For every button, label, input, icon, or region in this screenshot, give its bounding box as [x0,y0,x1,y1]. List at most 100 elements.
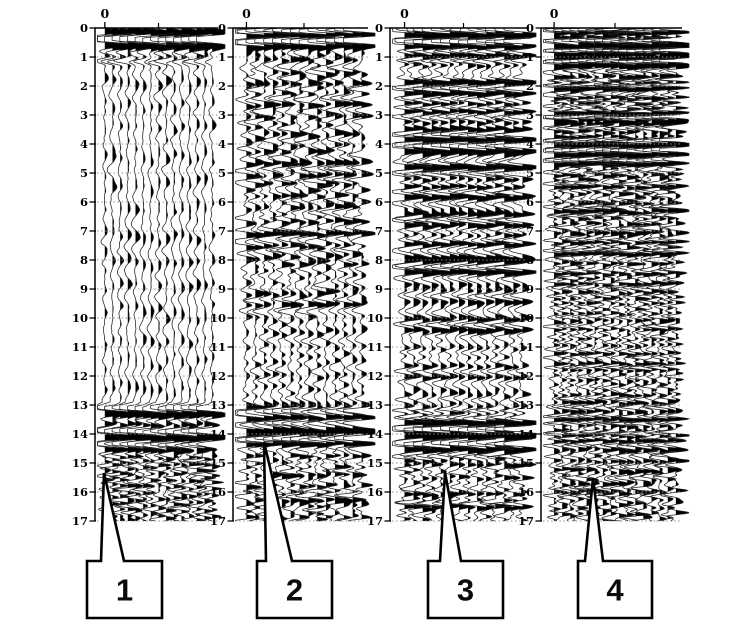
trace-line [650,28,686,522]
trace-group [235,27,376,522]
trace-line [421,28,460,522]
trace-line [195,27,226,522]
y-tick-label: 15 [518,456,534,470]
trace-fill [112,28,129,521]
y-tick-label: 12 [210,369,226,383]
y-tick-label: 4 [375,137,383,151]
y-tick-label: 13 [518,398,534,412]
trace-fill [361,28,375,521]
trace-line [263,27,301,522]
callout-label: 2 [286,573,303,608]
y-tick-label: 8 [375,253,383,267]
y-tick-label: 17 [367,514,383,528]
y-tick-label: 3 [218,108,226,122]
y-tick-label: 8 [80,253,88,267]
y-tick-label: 0 [80,21,88,35]
y-tick-label: 17 [210,514,226,528]
callout-2: 2 [255,441,334,620]
gridline-group [235,56,368,522]
y-tick-label: 5 [80,166,88,180]
trace-fill [317,28,336,521]
y-tick-label: 4 [80,137,88,151]
trace-line [394,27,433,522]
trace-fill [308,28,327,521]
callout-pointer [85,472,164,620]
trace-fill [196,28,213,521]
y-tick-label: 9 [526,282,534,296]
y-tick-label: 2 [218,79,226,93]
y-tick-label: 1 [375,50,383,64]
trace-line [298,27,336,522]
y-tick-label: 6 [526,195,534,209]
y-tick-label: 7 [375,224,383,238]
trace-line [281,27,319,522]
trace-group [97,27,226,522]
y-tick-label: 6 [375,195,383,209]
y-tick-label: 3 [375,108,383,122]
trace-line [634,28,670,522]
y-tick-label: 11 [210,340,226,354]
y-tick-label: 1 [80,50,88,64]
y-tick-label: 7 [526,224,534,238]
trace-fill [352,28,371,521]
y-tick-label: 9 [375,282,383,296]
trace-fill [166,28,182,521]
trace-line [658,28,691,522]
y-tick-label: 14 [367,427,383,441]
y-tick-label: 0 [218,21,226,35]
y-tick-label: 4 [526,137,534,151]
y-tick-label: 5 [526,166,534,180]
y-tick-label: 15 [367,456,383,470]
y-tick-label: 10 [367,311,383,325]
y-tick-label: 10 [210,311,226,325]
trace-fill [264,28,283,521]
trace-fill [299,28,318,521]
callout-pointer [426,471,505,620]
trace-line [289,27,327,522]
trace-line [307,27,345,522]
callout-label: 3 [457,573,474,608]
top-axis-label: 0 [400,6,409,21]
y-tick-label: 11 [72,340,88,354]
callout-1: 1 [85,472,164,620]
callout-label: 4 [606,573,624,608]
y-tick-label: 5 [375,166,383,180]
y-tick-label: 9 [218,282,226,296]
y-tick-label: 16 [210,485,226,499]
y-tick-label: 9 [80,282,88,296]
trace-line [569,27,605,522]
trace-fill [522,28,536,521]
y-tick-label: 8 [218,253,226,267]
y-tick-label: 16 [518,485,534,499]
trace-fill [586,28,604,521]
y-tick-label: 4 [218,137,226,151]
top-axis-label: 0 [550,6,559,21]
y-tick-label: 12 [367,369,383,383]
y-tick-label: 17 [518,514,534,528]
y-tick-label: 2 [526,79,534,93]
y-tick-label: 13 [72,398,88,412]
trace-line [245,27,283,522]
trace-line [476,28,515,522]
y-tick-label: 3 [80,108,88,122]
y-tick-label: 14 [518,427,534,441]
y-tick-label: 12 [72,369,88,383]
trace-line [343,27,376,522]
y-tick-label: 11 [367,340,383,354]
trace-line [593,28,628,522]
y-tick-label: 15 [210,456,226,470]
y-tick-label: 2 [80,79,88,93]
gridline-group [543,56,682,522]
top-axis-label: 0 [242,6,251,21]
y-tick-label: 3 [526,108,534,122]
trace-line [503,28,537,522]
trace-line [235,27,265,521]
y-tick-label: 1 [218,50,226,64]
y-tick-label: 14 [72,427,88,441]
callout-4: 4 [576,477,654,620]
y-tick-label: 12 [518,369,534,383]
